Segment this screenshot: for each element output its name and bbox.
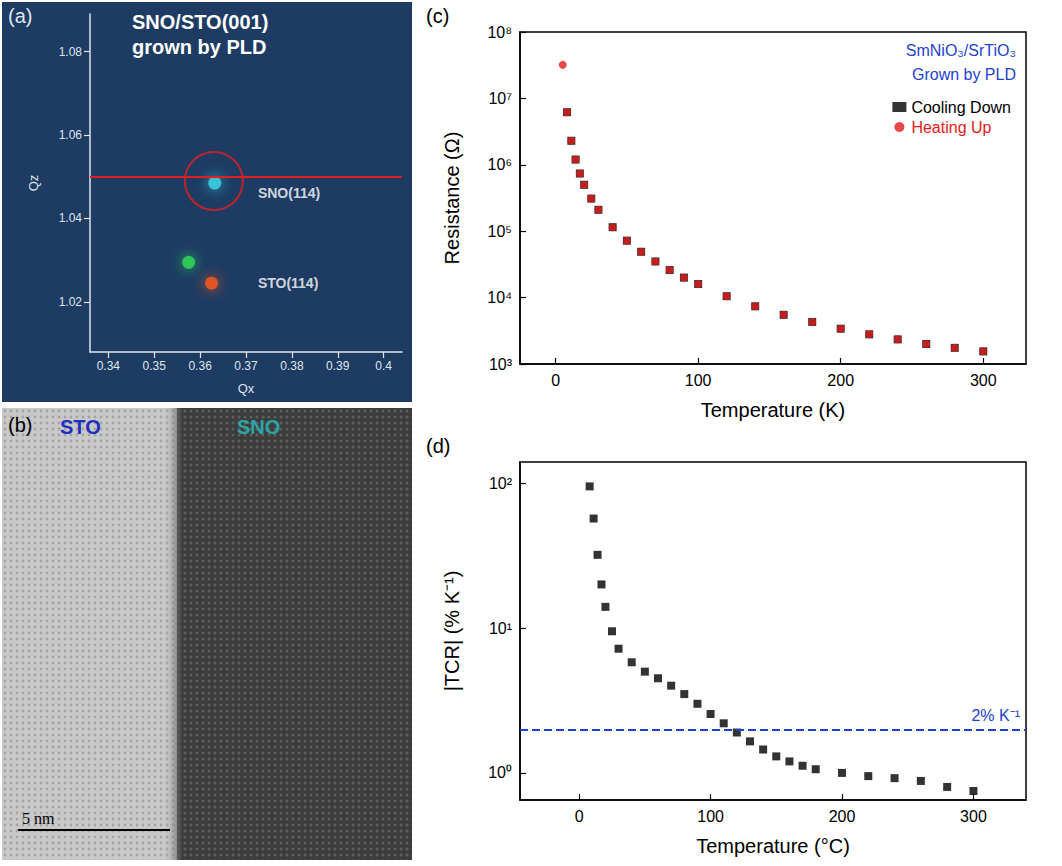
svg-text:1.04: 1.04 [59,211,83,225]
svg-text:SmNiO₃/SrTiO₃: SmNiO₃/SrTiO₃ [906,42,1016,59]
svg-text:200: 200 [829,808,856,825]
svg-text:0.39: 0.39 [326,359,350,373]
svg-text:STO: STO [60,416,101,438]
svg-text:SNO/STO(001): SNO/STO(001) [132,11,268,33]
svg-text:Heating Up: Heating Up [911,119,991,136]
svg-text:SNO: SNO [237,416,280,438]
svg-text:(d): (d) [426,435,450,457]
svg-text:10³: 10³ [489,356,513,373]
svg-text:(a): (a) [8,5,32,27]
svg-text:Temperature (K): Temperature (K) [701,399,846,421]
svg-text:200: 200 [827,372,854,389]
svg-text:10⁴: 10⁴ [487,289,512,306]
svg-text:10⁰: 10⁰ [488,764,512,781]
svg-text:|TCR| (% K⁻¹): |TCR| (% K⁻¹) [441,571,463,692]
svg-text:1.02: 1.02 [59,295,83,309]
svg-text:100: 100 [685,372,712,389]
svg-text:grown by PLD: grown by PLD [132,36,266,58]
svg-text:SNO(114): SNO(114) [258,185,320,201]
svg-text:2% K⁻¹: 2% K⁻¹ [971,707,1020,724]
svg-text:(b): (b) [8,414,32,436]
svg-text:1.06: 1.06 [59,128,83,142]
svg-text:Temperature (°C): Temperature (°C) [696,835,850,857]
svg-text:10⁶: 10⁶ [488,156,512,173]
svg-text:Cooling Down: Cooling Down [911,99,1011,116]
svg-text:300: 300 [970,372,997,389]
svg-text:0.4: 0.4 [375,359,392,373]
svg-text:0.36: 0.36 [188,359,212,373]
svg-text:5 nm: 5 nm [22,810,55,827]
svg-text:Qx: Qx [238,381,255,396]
svg-text:Grown by PLD: Grown by PLD [912,66,1016,83]
svg-text:(c): (c) [426,5,449,27]
svg-text:10²: 10² [489,475,513,492]
svg-text:10⁷: 10⁷ [488,90,512,107]
svg-text:300: 300 [960,808,987,825]
svg-text:Qz: Qz [26,175,41,192]
svg-text:0: 0 [575,808,584,825]
svg-text:STO(114): STO(114) [258,275,318,291]
svg-text:10⁵: 10⁵ [488,223,512,240]
svg-text:0.35: 0.35 [143,359,167,373]
svg-text:0.34: 0.34 [97,359,121,373]
svg-text:Resistance (Ω): Resistance (Ω) [441,132,463,265]
svg-text:0: 0 [551,372,560,389]
svg-text:10⁸: 10⁸ [487,24,512,41]
svg-text:1.08: 1.08 [59,45,83,59]
svg-text:100: 100 [697,808,724,825]
svg-text:10¹: 10¹ [489,620,512,637]
svg-text:0.38: 0.38 [280,359,304,373]
svg-text:0.37: 0.37 [234,359,258,373]
